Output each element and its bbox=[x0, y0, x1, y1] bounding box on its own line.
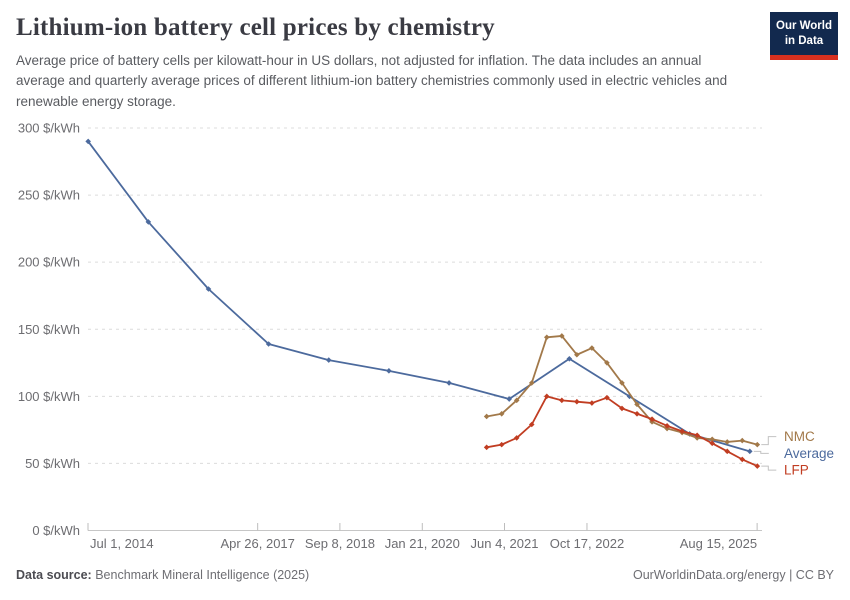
data-point-lfp[interactable] bbox=[724, 448, 731, 455]
attribution-separator: | bbox=[785, 568, 796, 582]
x-axis-label: Jan 21, 2020 bbox=[385, 536, 460, 551]
data-source-text: Benchmark Mineral Intelligence (2025) bbox=[91, 568, 310, 582]
y-axis-label: 200 $/kWh bbox=[18, 255, 80, 270]
legend-label-nmc[interactable]: NMC bbox=[784, 429, 815, 444]
data-point-lfp[interactable] bbox=[543, 393, 550, 400]
y-axis-label: 150 $/kWh bbox=[18, 322, 80, 337]
data-point-average[interactable] bbox=[386, 368, 392, 374]
data-point-nmc[interactable] bbox=[543, 334, 550, 341]
data-point-nmc[interactable] bbox=[498, 410, 505, 417]
legend-connector-lfp bbox=[761, 465, 777, 471]
data-point-nmc[interactable] bbox=[559, 333, 565, 339]
data-point-lfp[interactable] bbox=[679, 428, 685, 435]
data-point-lfp[interactable] bbox=[574, 398, 580, 405]
legend-connector-average bbox=[753, 450, 769, 454]
data-point-lfp[interactable] bbox=[739, 456, 746, 463]
x-axis-label: Aug 15, 2025 bbox=[680, 536, 757, 551]
data-point-nmc[interactable] bbox=[709, 436, 715, 443]
page-title: Lithium-ion battery cell prices by chemi… bbox=[16, 14, 495, 41]
data-point-average[interactable] bbox=[446, 380, 452, 386]
data-point-lfp[interactable] bbox=[694, 432, 700, 439]
data-point-lfp[interactable] bbox=[483, 444, 490, 451]
data-point-nmc[interactable] bbox=[528, 380, 535, 386]
data-point-lfp[interactable] bbox=[604, 394, 610, 401]
y-axis-label: 50 $/kWh bbox=[25, 456, 80, 471]
data-point-average[interactable] bbox=[325, 357, 332, 363]
data-point-lfp[interactable] bbox=[589, 400, 595, 406]
data-point-average[interactable] bbox=[566, 355, 573, 362]
x-axis-label: Jul 1, 2014 bbox=[90, 536, 154, 551]
legend-connector-nmc bbox=[761, 436, 777, 446]
data-point-lfp[interactable] bbox=[498, 441, 505, 448]
data-point-lfp[interactable] bbox=[709, 440, 715, 447]
series-lfp[interactable]: LFP bbox=[483, 393, 809, 478]
data-point-nmc[interactable] bbox=[589, 345, 595, 351]
data-source-label: Data source: bbox=[16, 568, 92, 582]
data-point-lfp[interactable] bbox=[559, 397, 565, 404]
data-point-lfp[interactable] bbox=[619, 405, 625, 412]
data-point-lfp[interactable] bbox=[513, 435, 520, 441]
attribution-link[interactable]: OurWorldinData.org/energy bbox=[632, 568, 786, 582]
y-axis-label: 300 $/kWh bbox=[18, 121, 80, 136]
data-point-lfp[interactable] bbox=[664, 423, 670, 429]
x-axis-label: Apr 26, 2017 bbox=[220, 536, 294, 551]
data-point-average[interactable] bbox=[205, 286, 212, 292]
chart-subtitle: Average price of battery cells per kilow… bbox=[16, 53, 728, 109]
data-point-average[interactable] bbox=[265, 341, 272, 347]
y-axis-label: 100 $/kWh bbox=[18, 389, 80, 404]
x-axis-label: Jun 4, 2021 bbox=[471, 536, 539, 551]
legend-label-lfp[interactable]: LFP bbox=[784, 463, 809, 478]
x-axis-label: Sep 8, 2018 bbox=[305, 536, 375, 551]
data-point-lfp[interactable] bbox=[754, 463, 761, 469]
y-axis-label: 0 $/kWh bbox=[32, 523, 80, 538]
chart-footer: Data source: Benchmark Mineral Intellige… bbox=[16, 568, 834, 582]
chart-header: Lithium-ion battery cell prices by chemi… bbox=[0, 0, 850, 112]
x-axis-label: Oct 17, 2022 bbox=[550, 536, 624, 551]
data-point-average[interactable] bbox=[506, 396, 512, 402]
series-line-average[interactable] bbox=[87, 140, 751, 453]
series-nmc[interactable]: NMC bbox=[483, 333, 815, 448]
data-point-nmc[interactable] bbox=[574, 351, 580, 358]
owid-logo-line2: in Data bbox=[784, 34, 824, 47]
data-point-nmc[interactable] bbox=[513, 397, 520, 404]
data-point-nmc[interactable] bbox=[754, 441, 761, 448]
series-average[interactable]: Average bbox=[85, 138, 834, 461]
attribution-license[interactable]: CC BY bbox=[795, 568, 834, 582]
data-point-nmc[interactable] bbox=[739, 437, 746, 444]
owid-logo-line1: Our World bbox=[776, 20, 833, 32]
data-point-average[interactable] bbox=[746, 448, 753, 455]
owid-logo[interactable]: Our World in Data bbox=[770, 12, 838, 60]
data-point-lfp[interactable] bbox=[528, 421, 535, 428]
legend-label-average[interactable]: Average bbox=[784, 446, 834, 461]
data-point-nmc[interactable] bbox=[634, 401, 640, 408]
data-point-nmc[interactable] bbox=[604, 359, 610, 366]
data-source: Data source: Benchmark Mineral Intellige… bbox=[16, 568, 309, 582]
data-point-lfp[interactable] bbox=[634, 410, 640, 417]
attribution: OurWorldinData.org/energy | CC BY bbox=[633, 568, 834, 582]
y-axis-label: 250 $/kWh bbox=[18, 188, 80, 203]
data-point-lfp[interactable] bbox=[649, 416, 655, 422]
data-point-nmc[interactable] bbox=[619, 380, 625, 386]
data-point-nmc[interactable] bbox=[483, 413, 490, 420]
line-chart-canvas[interactable]: 0 $/kWh 50 $/kWh 100 $/kWh 150 $/kWh 200 $/k… bbox=[0, 115, 850, 565]
data-point-nmc[interactable] bbox=[724, 439, 731, 445]
